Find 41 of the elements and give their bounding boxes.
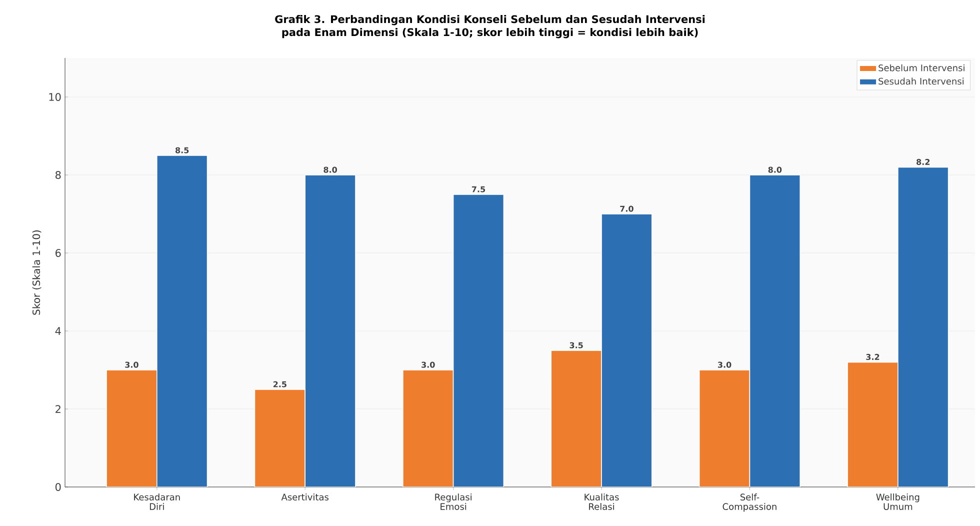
data-label: 7.0 <box>620 206 634 212</box>
data-label: 2.5 <box>273 381 286 388</box>
bar <box>847 362 898 487</box>
y-axis-title: Skor (Skala 1-10) <box>32 230 42 315</box>
x-tick-label: Kesadaran Diri <box>134 494 180 510</box>
y-tick-label: 2 <box>56 405 60 413</box>
y-tick-label: 6 <box>56 249 61 257</box>
bar <box>698 370 750 487</box>
bar <box>452 194 504 487</box>
data-label: 8.0 <box>324 166 337 173</box>
bar <box>304 174 356 487</box>
bar <box>898 166 949 487</box>
x-tick-label: Self-Compassion <box>722 494 776 512</box>
chart-title: Grafik 3. Perbandingan Kondisi Konseli Sebelum dan Sesudah Intervensi <box>275 15 705 26</box>
data-label: 8.2 <box>916 158 930 165</box>
x-tick-label: Regulasi Emosi <box>435 494 472 510</box>
y-tick-label: 10 <box>49 93 61 101</box>
bar <box>402 370 454 487</box>
x-tick-label: Asertivitas <box>281 494 328 500</box>
data-label: 3.5 <box>570 342 583 348</box>
x-tick-label: Kualitas Relasi <box>584 494 619 510</box>
bar <box>156 155 208 487</box>
bar <box>106 370 158 487</box>
bar <box>550 350 602 487</box>
bar <box>601 214 652 487</box>
legend-label: Sesudah Intervensi <box>878 78 964 85</box>
bar <box>749 174 801 487</box>
data-label: 3.0 <box>718 362 732 368</box>
data-label: 3.2 <box>866 354 880 360</box>
data-label: 8.5 <box>175 147 189 154</box>
data-label: 7.5 <box>472 186 486 192</box>
y-tick-label: 0 <box>55 483 61 491</box>
data-label: 8.0 <box>768 166 782 173</box>
data-label: 3.0 <box>422 362 435 368</box>
y-tick-label: 4 <box>55 327 61 335</box>
legend-label: Sebelum Intervensi <box>878 64 964 72</box>
x-tick-label: Wellbeing Umum <box>876 494 920 510</box>
bar <box>254 389 306 487</box>
chart-subtitle: pada Enam Dimensi (Skala 1-10; skor lebih tinggi = kondisi lebih baik) <box>282 28 698 38</box>
data-label: 3.0 <box>125 362 138 368</box>
y-tick-label: 8 <box>56 171 61 179</box>
